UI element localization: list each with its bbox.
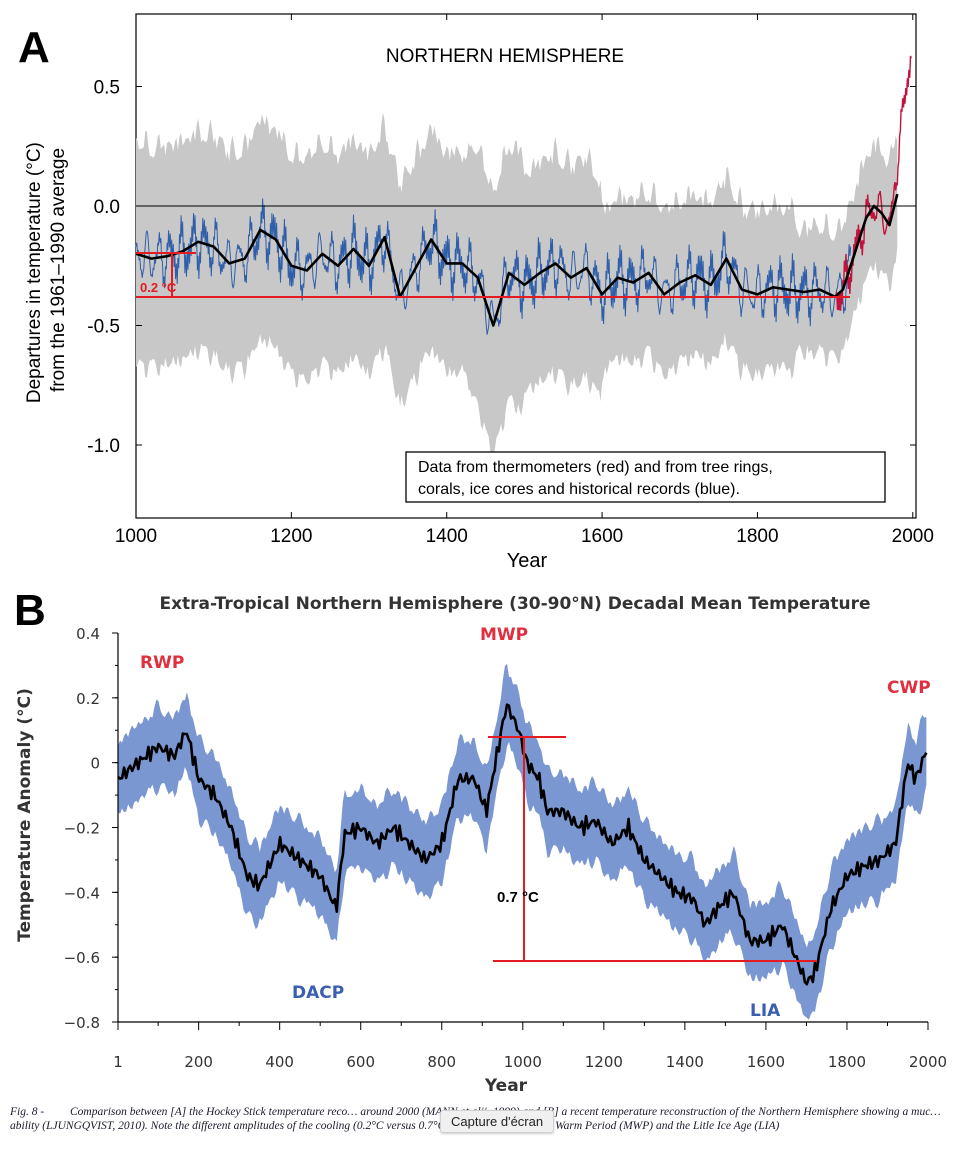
decadal-mean-line [117, 703, 928, 986]
y-tick-label: 0.5 [94, 78, 120, 99]
x-tick-label-b: 1800 [828, 1053, 866, 1071]
x-tick-label-b: 1200 [585, 1053, 623, 1071]
uncertainty-area [136, 112, 898, 457]
x-tick-label-b: 2000 [909, 1053, 947, 1071]
x-tick-label-b: 1600 [747, 1053, 785, 1071]
panel-a-title: NORTHERN HEMISPHERE [386, 46, 624, 67]
y-tick-label: -0.5 [87, 317, 120, 338]
x-tick-label-b: 800 [427, 1053, 456, 1071]
dacp-label: DACP [292, 983, 344, 1003]
x-tick-label: 1800 [736, 526, 778, 547]
y-axis-ticks: 0.5 0.0 -0.5 -1.0 [87, 78, 916, 457]
smoothed-line [135, 193, 899, 327]
panel-a: A 0.2 °C NORTHERN HEMISPHERE 0.5 0.0 -0.5 -… [18, 13, 934, 572]
y-label-line-2: from the 1961–1990 average [48, 148, 69, 392]
y-tick-label: -1.0 [87, 436, 120, 457]
x-tick-label: 1400 [426, 526, 468, 547]
x-tick-label-b: 400 [265, 1053, 294, 1071]
panel-b-title: Extra-Tropical Northern Hemisphere (30-9… [159, 594, 870, 614]
confidence-band [118, 663, 927, 1020]
x-tick-label: 1000 [115, 526, 157, 547]
y-tick-label: 0.0 [94, 197, 120, 218]
y-tick-label-b: −0.4 [64, 884, 100, 902]
y-axis-ticks-b: 0.4 0.2 0 −0.2 −0.4 −0.6 −0.8 [64, 625, 118, 1032]
instrumental-series [836, 55, 912, 311]
x-axis-ticks-b: 1 200 400 600 800 1000 1200 1400 1600 1800 2000 [113, 1022, 947, 1071]
y-label-line-1: Departures in temperature (°C) [24, 142, 45, 403]
smoothed-series [135, 193, 899, 327]
x-tick-label-b: 1400 [666, 1053, 704, 1071]
x-tick-label-b: 1 [113, 1053, 123, 1071]
x-tick-label-b: 200 [184, 1053, 213, 1071]
panel-b: B Extra-Tropical Northern Hemisphere (30… [14, 586, 947, 1096]
cwp-label: CWP [887, 678, 931, 698]
x-tick-label-b: 600 [346, 1053, 375, 1071]
x-axis-ticks: 1000 1200 1400 1600 1800 2000 [115, 14, 934, 547]
figure-number: Fig. 8 - [10, 1106, 45, 1118]
x-tick-label: 1200 [270, 526, 312, 547]
lia-label: LIA [750, 1001, 781, 1021]
y-tick-label-b: 0.4 [76, 625, 100, 643]
y-tick-label-b: −0.8 [64, 1014, 100, 1032]
panel-a-x-label: Year [507, 550, 548, 572]
amplitude-label: 0.2 °C [140, 280, 177, 295]
x-tick-label: 1600 [581, 526, 623, 547]
panel-a-y-label: Departures in temperature (°C) from the … [24, 137, 69, 403]
y-tick-label-b: −0.6 [64, 949, 100, 967]
confidence-area [118, 663, 927, 1020]
legend-line-1: Data from thermometers (red) and from tr… [418, 459, 773, 476]
y-tick-label-b: 0.2 [76, 690, 100, 708]
mwp-label: MWP [480, 625, 528, 645]
figure: A 0.2 °C NORTHERN HEMISPHERE 0.5 0.0 -0.5 -… [14, 13, 947, 1096]
uncertainty-band [136, 112, 898, 457]
decadal-mean-series [117, 703, 928, 986]
panel-b-y-label: Temperature Anomaly (°C) [15, 688, 35, 942]
panel-a-label: A [18, 23, 50, 72]
x-tick-label-b: 1000 [504, 1053, 542, 1071]
panel-b-label: B [14, 586, 46, 635]
panel-b-x-label: Year [484, 1076, 528, 1096]
y-tick-label-b: 0 [90, 755, 100, 773]
x-tick-label: 2000 [892, 526, 934, 547]
amplitude-label-b: 0.7 °C [497, 889, 539, 906]
instrumental-line [836, 55, 912, 311]
rwp-label: RWP [140, 653, 184, 673]
legend-text: Data from thermometers (red) and from tr… [418, 459, 777, 498]
legend-box [405, 451, 886, 503]
y-tick-label-b: −0.2 [64, 820, 100, 838]
screenshot-toast[interactable]: Capture d'écran [440, 1110, 555, 1133]
legend-line-2: corals, ice cores and historical records… [418, 481, 740, 498]
